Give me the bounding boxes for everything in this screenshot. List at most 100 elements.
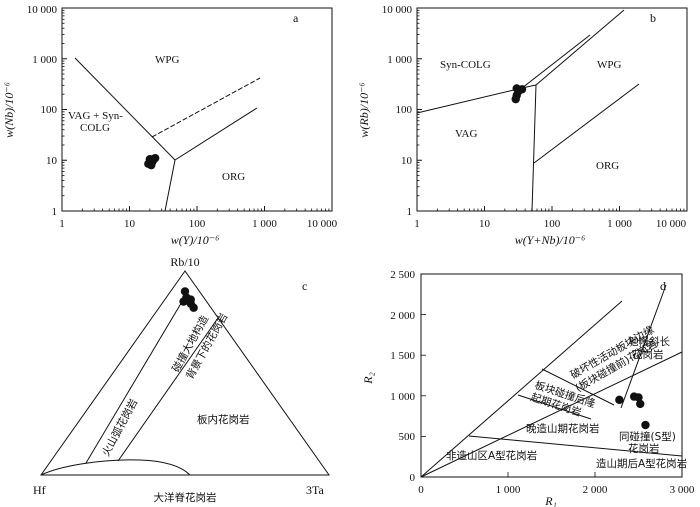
panel-c-boundary-wpg bbox=[117, 317, 219, 462]
panel-d-ytick-label: 500 bbox=[399, 431, 416, 443]
panel-c-field-org: 大洋脊花岗岩 bbox=[154, 491, 217, 504]
panel-b-points bbox=[511, 84, 527, 104]
panel-a-boundary-wpg bbox=[74, 57, 258, 161]
panel-d-ytick-label: 1 500 bbox=[390, 350, 415, 362]
panel-a-xtick-label: 1 000 bbox=[252, 218, 277, 230]
panel-c-apex-top: Rb/10 bbox=[170, 255, 199, 269]
panel-a-ticks bbox=[61, 7, 333, 212]
panel-b-xtick-label: 1 bbox=[414, 218, 420, 230]
panel-a-xtick-label: 1 bbox=[59, 218, 65, 230]
panel-d-boundary-6 bbox=[468, 435, 683, 457]
panel-c-field-wpg: 板内花岗岩 bbox=[197, 413, 250, 426]
panel-b-field-vag: VAG bbox=[455, 128, 477, 140]
panel-b-ticks bbox=[416, 7, 688, 212]
panel-a-ytick-labels: 1 10 100 1 000 10 000 bbox=[27, 4, 58, 218]
panel-d-boundary-2 bbox=[420, 351, 683, 478]
panel-d-point bbox=[636, 399, 645, 409]
panel-d-field-post-orogenic: 造山期后A型花岗岩 bbox=[596, 457, 687, 470]
panel-b-field-syn-colg: Syn-COLG bbox=[440, 59, 491, 71]
panel-b-xlabel: w(Y+Nb)/10⁻⁶ bbox=[515, 233, 586, 247]
panel-b-frame bbox=[416, 7, 688, 212]
panel-d-xlabel: R₁ bbox=[544, 494, 557, 507]
panel-a-xlabel: w(Y)/10⁻⁶ bbox=[171, 233, 220, 247]
panel-c-apex-left: Hf bbox=[33, 483, 46, 497]
panel-a-boundary-org bbox=[164, 159, 176, 212]
panel-a-points bbox=[144, 153, 160, 170]
panel-b-boundary-wpg-org bbox=[533, 83, 640, 164]
panel-c: Rb/10 Hf 3Ta c 碰撞大地构造 背景下的花岗岩 火山弧花岗岩 板内花… bbox=[33, 255, 330, 504]
panel-a-ytick-label: 10 000 bbox=[27, 4, 58, 16]
panel-b-boundary-org bbox=[521, 84, 537, 212]
panel-b-field-org: ORG bbox=[596, 160, 619, 172]
panel-a-field-org: ORG bbox=[222, 171, 245, 183]
panel-a-ytick-label: 10 bbox=[46, 155, 58, 167]
panel-a-field-vag: VAG + Syn- bbox=[68, 110, 123, 122]
panel-b-point bbox=[517, 85, 527, 94]
panel-c-letter: c bbox=[302, 279, 307, 293]
panel-a-ytick-label: 100 bbox=[41, 104, 58, 116]
panel-a-letter: a bbox=[293, 11, 299, 25]
panel-b-boundary-vag-colg bbox=[416, 34, 591, 114]
panel-b-xtick-label: 10 000 bbox=[656, 218, 687, 230]
panel-b-xtick-label: 100 bbox=[544, 218, 561, 230]
panel-d-point bbox=[634, 393, 643, 402]
panel-a-field-colg: COLG bbox=[80, 122, 110, 134]
panel-c-triangle bbox=[40, 270, 330, 476]
panel-c-apex-right: 3Ta bbox=[306, 483, 324, 497]
panel-d-boundary-3 bbox=[620, 284, 667, 409]
panel-d-xtick-labels: 0 1 000 2 000 3 000 bbox=[418, 484, 695, 496]
panel-a-ytick-label: 1 000 bbox=[32, 54, 57, 66]
panel-a-point bbox=[147, 160, 156, 170]
panel-d-ytick-label: 0 bbox=[410, 472, 416, 484]
panel-a-dashed-boundary bbox=[151, 77, 261, 138]
panel-a-xtick-label: 10 bbox=[124, 218, 136, 230]
panel-d-ytick-label: 2 500 bbox=[390, 269, 415, 281]
panel-a-xtick-label: 10 000 bbox=[307, 218, 338, 230]
panel-d-frame bbox=[420, 273, 683, 478]
panel-d-points bbox=[615, 392, 650, 430]
panel-d-ylabel: R₂ bbox=[361, 372, 375, 385]
panel-b: 1 10 100 1 000 10 000 1 10 100 1 000 10 … bbox=[357, 4, 688, 247]
panel-b-ytick-label: 1 000 bbox=[387, 54, 412, 66]
panel-c-boundary-orb bbox=[40, 459, 191, 476]
panel-d-field-anorogenic: 非造山区A型花岗岩 bbox=[446, 449, 537, 462]
panel-c-points bbox=[179, 287, 198, 312]
panel-d-field-syn-collision-1: 同碰撞(S型) bbox=[619, 430, 676, 443]
panel-d-field-mantle-1: 地幔斜长 bbox=[628, 335, 670, 348]
panel-d-field-late-orogenic: 晚造山期花岗岩 bbox=[526, 422, 600, 435]
panel-b-letter: b bbox=[650, 11, 656, 25]
panel-d-xtick-label: 0 bbox=[418, 484, 424, 496]
panel-d-boundary-5 bbox=[517, 394, 592, 420]
panel-a-point bbox=[150, 153, 160, 163]
panel-d-ytick-label: 2 000 bbox=[390, 310, 415, 322]
panel-b-ytick-label: 100 bbox=[396, 104, 413, 116]
panel-b-xtick-label: 10 bbox=[479, 218, 491, 230]
panel-a-ylabel: w(Nb)/10⁻⁶ bbox=[2, 82, 16, 138]
panel-d-xtick-label: 1 000 bbox=[496, 484, 521, 496]
panel-d-letter: d bbox=[660, 279, 666, 293]
panel-d: 0 1 000 2 000 3 000 0 500 1 000 1 500 2 … bbox=[361, 269, 695, 507]
panel-a-xtick-labels: 1 10 100 1 000 10 000 bbox=[59, 218, 337, 230]
panel-b-ytick-label: 10 000 bbox=[382, 4, 413, 16]
panel-b-point bbox=[511, 94, 520, 104]
panel-d-boundary-1 bbox=[420, 300, 623, 478]
panel-b-ytick-labels: 1 10 100 1 000 10 000 bbox=[382, 4, 413, 218]
panel-d-xtick-label: 2 000 bbox=[583, 484, 608, 496]
panel-a: 1 10 100 1 000 10 000 1 10 100 1 000 10 … bbox=[2, 4, 338, 247]
panel-b-boundary-wpg bbox=[535, 9, 625, 86]
panel-b-ytick-label: 1 bbox=[407, 206, 413, 218]
panel-b-field-wpg: WPG bbox=[597, 59, 622, 71]
panel-b-ylabel: w(Rb)/10⁻⁶ bbox=[357, 82, 371, 137]
panel-c-point bbox=[179, 297, 188, 306]
panel-d-field-mantle-2: 花岗岩 bbox=[632, 348, 664, 361]
panel-d-point bbox=[641, 420, 650, 430]
panel-d-field-syn-collision-2: 花岗岩 bbox=[628, 442, 660, 455]
panel-d-ytick-label: 1 000 bbox=[390, 391, 415, 403]
panel-b-xtick-labels: 1 10 100 1 000 10 000 bbox=[414, 218, 686, 230]
panel-a-xtick-label: 100 bbox=[189, 218, 206, 230]
panel-d-boundary-4 bbox=[541, 368, 615, 406]
panel-b-ytick-label: 10 bbox=[401, 155, 413, 167]
panel-d-ytick-labels: 0 500 1 000 1 500 2 000 2 500 bbox=[390, 269, 415, 484]
panel-d-point bbox=[615, 395, 624, 405]
